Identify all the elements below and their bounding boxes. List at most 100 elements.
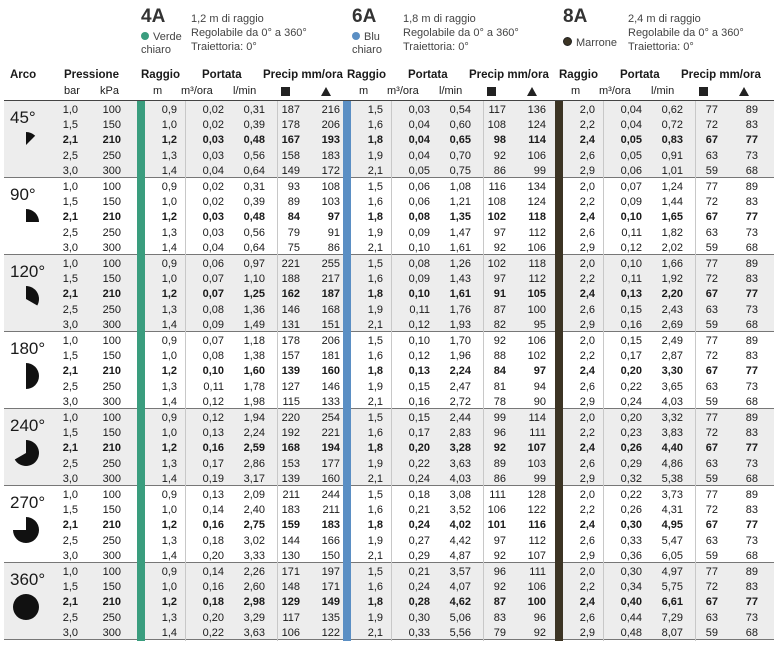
cell-lmin: 5,56 xyxy=(449,626,471,639)
cell-raggio: 2,1 xyxy=(367,241,383,254)
cell-lmin: 0,31 xyxy=(243,181,265,193)
block-rule xyxy=(4,254,774,255)
cell-lmin: 1,82 xyxy=(661,226,683,239)
cell-p2: 114 xyxy=(528,134,546,147)
cell-m3: 0,18 xyxy=(202,534,224,547)
cell-raggio: 1,0 xyxy=(161,427,177,440)
spec-line: Traiettoria: 0° xyxy=(403,41,469,53)
cell-m3: 0,28 xyxy=(408,596,430,609)
cell-m3: 0,03 xyxy=(202,211,224,224)
cell-m3: 0,07 xyxy=(202,335,224,347)
cell-raggio: 1,8 xyxy=(367,365,383,378)
cell-p1: 77 xyxy=(705,258,718,270)
cell-raggio: 1,6 xyxy=(367,581,383,594)
cell-raggio: 2,2 xyxy=(579,504,595,517)
nozzle-color-name: Marrone xyxy=(576,37,617,49)
cell-p1: 171 xyxy=(281,566,300,578)
cell-lmin: 5,38 xyxy=(661,472,683,485)
cell-p1: 167 xyxy=(281,134,300,147)
cell-p1: 96 xyxy=(493,566,506,578)
cell-m3: 0,11 xyxy=(621,273,642,286)
cell-raggio: 2,4 xyxy=(579,519,595,532)
nozzle-color-name-2: chiaro xyxy=(141,44,171,56)
cell-p1: 158 xyxy=(281,149,300,162)
cell-m3: 0,26 xyxy=(620,442,642,455)
cell-raggio: 1,0 xyxy=(161,581,177,594)
cell-raggio: 2,6 xyxy=(579,611,595,624)
cell-p2: 83 xyxy=(745,119,758,132)
row-band xyxy=(4,563,774,640)
cell-p2: 133 xyxy=(321,395,340,408)
cell-lmin: 1,36 xyxy=(243,303,265,316)
cell-p1: 77 xyxy=(705,489,718,501)
cell-m3: 0,30 xyxy=(620,566,642,578)
cell-raggio: 0,9 xyxy=(161,104,177,116)
cell-raggio: 2,9 xyxy=(579,395,595,408)
cell-raggio: 1,4 xyxy=(161,318,177,331)
cell-m3: 0,02 xyxy=(202,119,224,132)
cell-p1: 146 xyxy=(281,303,300,316)
cell-p2: 77 xyxy=(745,211,758,224)
cell-p1: 86 xyxy=(493,164,506,177)
cell-p1: 67 xyxy=(705,519,718,532)
cell-m3: 0,10 xyxy=(408,335,430,347)
cell-p1: 59 xyxy=(705,318,718,331)
cell-lmin: 3,83 xyxy=(661,427,683,440)
cell-kpa: 250 xyxy=(102,303,121,316)
cell-p2: 135 xyxy=(321,611,340,624)
cell-p1: 75 xyxy=(287,241,300,254)
cell-bar: 2,5 xyxy=(62,303,78,316)
column-separator xyxy=(185,101,186,641)
cell-p1: 72 xyxy=(705,504,718,517)
cell-bar: 3,0 xyxy=(62,626,78,639)
cell-lmin: 1,65 xyxy=(661,211,683,224)
cell-p1: 59 xyxy=(705,395,718,408)
cell-p2: 77 xyxy=(745,442,758,455)
cell-p2: 124 xyxy=(527,196,546,209)
cell-p2: 68 xyxy=(745,472,758,485)
cell-m3: 0,04 xyxy=(620,119,642,132)
cell-p1: 99 xyxy=(493,412,506,424)
cell-raggio: 1,3 xyxy=(161,226,177,239)
cell-m3: 0,22 xyxy=(202,626,224,639)
cell-lmin: 1,60 xyxy=(243,365,265,378)
cell-raggio: 1,9 xyxy=(367,380,383,393)
cell-p2: 92 xyxy=(533,626,546,639)
cell-p2: 103 xyxy=(527,457,546,470)
cell-m3: 0,16 xyxy=(408,395,430,408)
cell-lmin: 3,57 xyxy=(449,566,471,578)
cell-m3: 0,10 xyxy=(202,365,224,378)
cell-p2: 187 xyxy=(321,288,340,301)
cell-m3: 0,20 xyxy=(202,611,224,624)
cell-lmin: 8,07 xyxy=(661,626,683,639)
cell-m3: 0,16 xyxy=(202,581,224,594)
cell-kpa: 250 xyxy=(102,380,121,393)
cell-lmin: 1,18 xyxy=(243,335,265,347)
cell-p2: 83 xyxy=(745,196,758,209)
cell-raggio: 1,5 xyxy=(367,181,383,193)
cell-raggio: 2,2 xyxy=(579,581,595,594)
cell-m3: 0,12 xyxy=(408,318,430,331)
nozzle-color: Marrone xyxy=(563,37,617,50)
cell-p1: 108 xyxy=(487,196,506,209)
nozzle-header-4a: 4A Verde chiaro 1,2 m di raggio Regolabile d… xyxy=(141,6,341,66)
cell-m3: 0,09 xyxy=(408,273,430,286)
cell-raggio: 1,0 xyxy=(161,273,177,286)
cell-raggio: 1,4 xyxy=(161,472,177,485)
block-rule xyxy=(4,408,774,409)
cell-m3: 0,08 xyxy=(408,211,430,224)
cell-p2: 216 xyxy=(321,104,340,116)
cell-p1: 63 xyxy=(705,303,718,316)
cell-bar: 2,1 xyxy=(62,442,78,455)
cell-p1: 81 xyxy=(493,380,506,393)
cell-p2: 217 xyxy=(321,273,340,286)
cell-p1: 92 xyxy=(493,581,506,594)
cell-raggio: 2,0 xyxy=(579,258,595,270)
header-lmin: l/min xyxy=(439,85,463,97)
cell-lmin: 2,24 xyxy=(449,365,471,378)
cell-p2: 91 xyxy=(327,226,340,239)
cell-bar: 1,5 xyxy=(62,196,78,209)
triangle-spacing-icon xyxy=(321,87,331,96)
cell-m3: 0,29 xyxy=(408,549,430,562)
cell-m3: 0,04 xyxy=(408,149,430,162)
